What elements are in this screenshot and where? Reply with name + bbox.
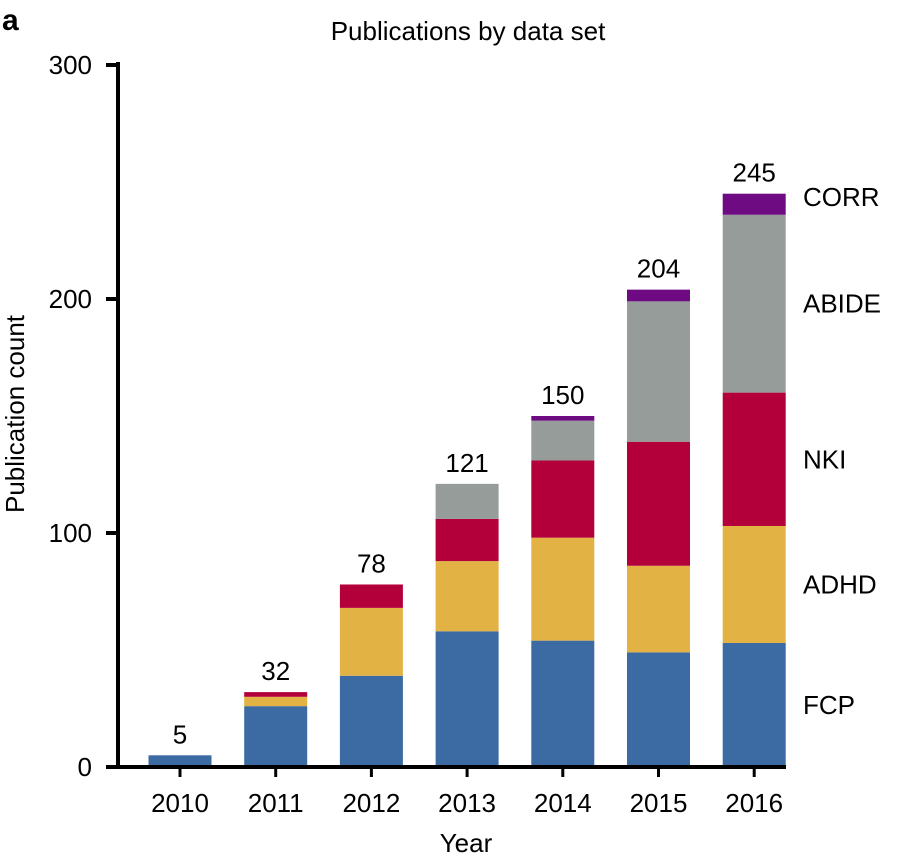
chart-title: Publications by data set [331, 16, 606, 46]
bar-total-2015: 204 [637, 254, 680, 284]
legend-label-nki: NKI [803, 444, 846, 474]
y-tick-label-200: 200 [49, 284, 92, 314]
bar-totals-group: 5 32 78 121 150 204 245 [173, 158, 776, 750]
bar-total-2011: 32 [261, 656, 290, 686]
y-ticks-group: 0 100 200 300 [49, 50, 118, 782]
x-axis-label: Year [440, 828, 493, 858]
bar-segment-fcp-2015 [627, 652, 690, 767]
axes-group [116, 62, 786, 769]
bar-segment-corr-2015 [627, 289, 690, 302]
bar-segment-nki-2011 [244, 692, 308, 697]
bar-segment-adhd-2014 [531, 537, 595, 641]
bar-segment-nki-2015 [627, 441, 690, 566]
bar-segment-fcp-2010 [148, 755, 212, 767]
bar-segment-nki-2016 [722, 392, 786, 526]
bar-segment-corr-2014 [531, 416, 595, 421]
bar-segment-fcp-2011 [244, 706, 308, 767]
bar-segment-abide-2016 [722, 214, 786, 393]
bar-total-2014: 150 [541, 380, 584, 410]
x-tick-label-2011: 2011 [248, 788, 304, 818]
bar-segment-fcp-2012 [339, 675, 403, 767]
bar-segment-adhd-2012 [339, 607, 403, 676]
bar-total-2012: 78 [357, 548, 386, 578]
bar-segment-abide-2015 [627, 301, 690, 442]
legend-label-abide: ABIDE [803, 289, 881, 319]
x-tick-label-2013: 2013 [438, 788, 496, 818]
legend-label-fcp: FCP [803, 690, 855, 720]
bar-segment-nki-2014 [531, 460, 595, 538]
bar-segment-adhd-2013 [435, 561, 499, 632]
x-ticks-group: 2010 2011 2012 2013 2014 2015 2016 [151, 767, 783, 818]
bar-total-2013: 121 [445, 448, 488, 478]
bar-segment-fcp-2014 [531, 640, 595, 767]
bar-segment-adhd-2016 [722, 525, 786, 643]
bar-total-2016: 245 [733, 158, 776, 188]
bar-segment-corr-2016 [722, 193, 786, 215]
bar-segment-nki-2013 [435, 518, 499, 562]
legend-label-adhd: ADHD [803, 569, 877, 599]
bar-segment-abide-2013 [435, 483, 499, 519]
bars-group [148, 193, 786, 767]
bar-segment-adhd-2015 [627, 565, 690, 653]
panel-label: a [2, 4, 19, 37]
legend-label-corr: CORR [803, 182, 880, 212]
y-tick-label-0: 0 [78, 752, 92, 782]
legend-group: FCP ADHD NKI ABIDE CORR [803, 182, 881, 720]
bar-segment-abide-2014 [531, 420, 595, 461]
x-tick-label-2012: 2012 [342, 788, 400, 818]
y-tick-label-300: 300 [49, 50, 92, 80]
bar-segment-fcp-2016 [722, 642, 786, 767]
bar-segment-nki-2012 [339, 584, 403, 608]
x-tick-label-2015: 2015 [630, 788, 688, 818]
bar-segment-fcp-2013 [435, 631, 499, 767]
x-tick-label-2014: 2014 [534, 788, 592, 818]
y-axis-label: Publication count [0, 314, 30, 513]
y-tick-label-100: 100 [49, 518, 92, 548]
bar-total-2010: 5 [173, 719, 187, 749]
bar-segment-adhd-2011 [244, 696, 308, 707]
x-tick-label-2016: 2016 [725, 788, 783, 818]
x-tick-label-2010: 2010 [151, 788, 209, 818]
